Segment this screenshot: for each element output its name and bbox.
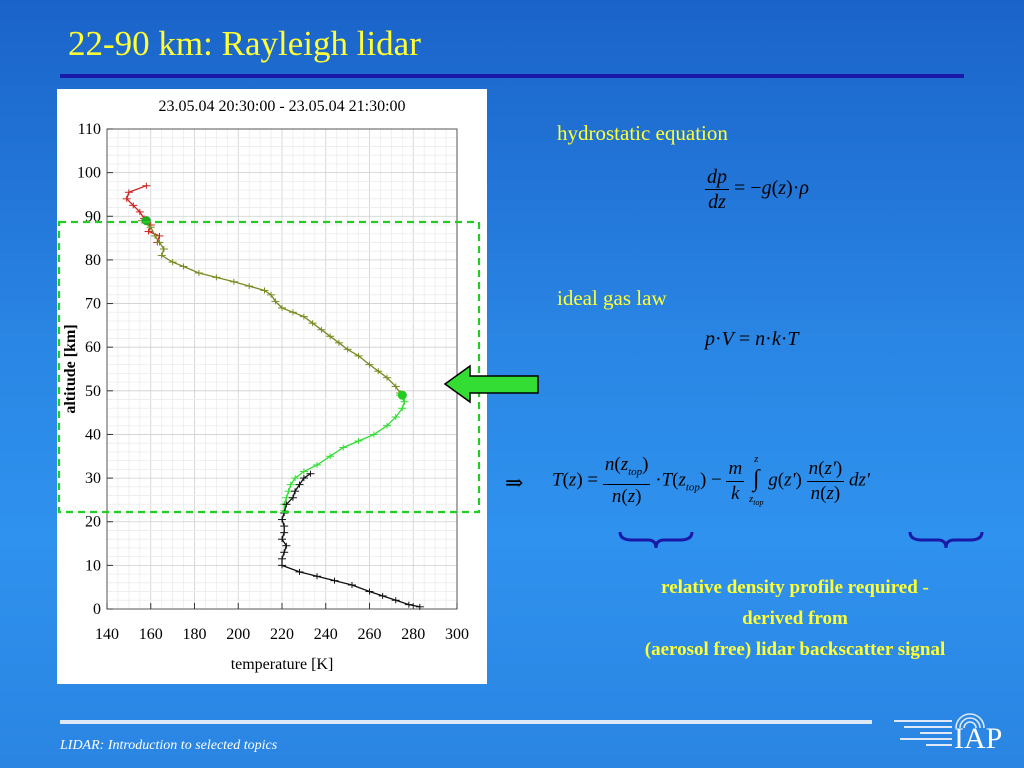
ideal-gas-label: ideal gas law xyxy=(557,286,667,310)
hydrostatic-equation: dp dz = −g(z)·ρ xyxy=(705,166,809,213)
x-tick-label: 160 xyxy=(139,626,163,643)
x-tick-label: 200 xyxy=(226,626,250,643)
x-tick-label: 260 xyxy=(358,626,382,643)
note-line-2: derived from xyxy=(742,608,848,629)
series-line-2 xyxy=(283,394,406,511)
logo-text: IAP xyxy=(954,722,1002,755)
brace-right-icon xyxy=(908,531,984,549)
y-tick-label: 40 xyxy=(85,426,101,443)
iap-logo: IAP xyxy=(890,698,1008,756)
y-tick-label: 10 xyxy=(85,557,101,574)
y-tick-label: 30 xyxy=(85,470,101,487)
slide-title: 22-90 km: Rayleigh lidar xyxy=(68,24,421,63)
x-tick-label: 140 xyxy=(95,626,119,643)
y-tick-label: 20 xyxy=(85,514,101,531)
y-tick-label: 80 xyxy=(85,252,101,269)
hydrostatic-label: hydrostatic equation xyxy=(557,121,728,145)
y-tick-label: 90 xyxy=(85,208,101,225)
y-tick-label: 70 xyxy=(85,296,101,313)
note-line-1: relative density profile required - xyxy=(661,577,929,598)
x-tick-label: 180 xyxy=(183,626,207,643)
footer-rule xyxy=(60,720,872,724)
note-line-3: (aerosol free) lidar backscatter signal xyxy=(644,639,946,660)
marker-point xyxy=(397,390,407,400)
temperature-profile-chart: 140 160 180 200 220 240 260 280 300 0 10 20 30 40 50 60… xyxy=(57,89,487,684)
x-tick-label: 240 xyxy=(314,626,338,643)
x-tick-label: 300 xyxy=(445,626,469,643)
implies-symbol: ⇒ xyxy=(505,470,524,495)
ideal-gas-equation: p·V = n·k·T xyxy=(705,328,799,350)
y-tick-label: 50 xyxy=(85,383,101,400)
chart-title: 23.05.04 20:30:00 - 23.05.04 21:30:00 xyxy=(158,98,405,115)
x-tick-label: 280 xyxy=(401,626,425,643)
chart-canvas: 140 160 180 200 220 240 260 280 300 0 10 20 30 40 50 60… xyxy=(62,98,469,673)
title-underline xyxy=(60,74,964,78)
y-axis-label: altitude [km] xyxy=(62,324,79,413)
y-tick-label: 60 xyxy=(85,339,101,356)
marker-point xyxy=(141,216,151,226)
series-line-3 xyxy=(281,473,420,608)
y-tick-label: 110 xyxy=(78,121,101,138)
y-tick-label: 0 xyxy=(93,601,101,618)
density-note: relative density profile required - deri… xyxy=(585,572,1005,665)
y-tick-label: 100 xyxy=(77,165,101,182)
footer-text: LIDAR: Introduction to selected topics xyxy=(60,738,278,753)
x-tick-label: 220 xyxy=(270,626,294,643)
brace-left-icon xyxy=(618,531,694,549)
x-axis-label: temperature [K] xyxy=(231,656,334,673)
